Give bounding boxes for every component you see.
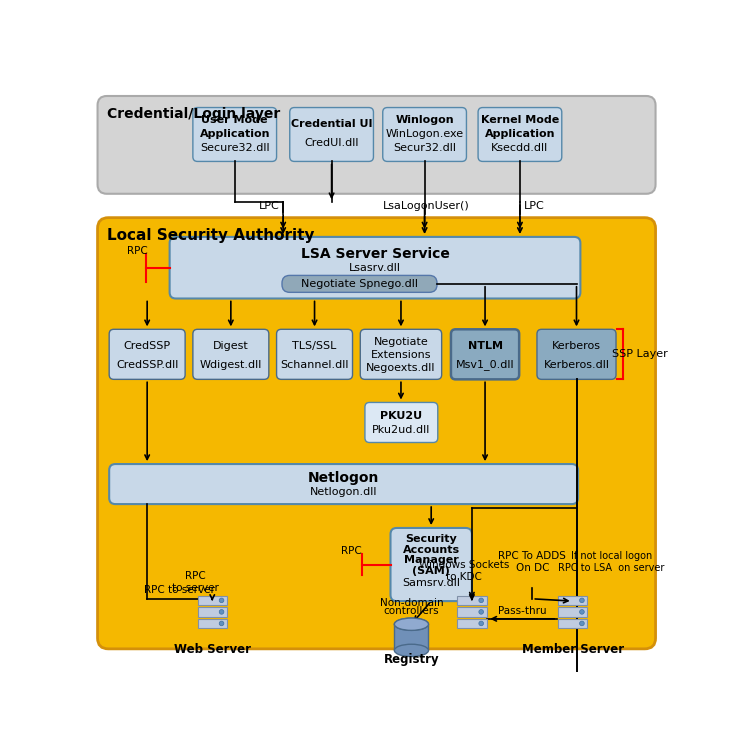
Text: RPC To ADDS
On DC: RPC To ADDS On DC xyxy=(498,551,566,572)
Circle shape xyxy=(479,621,483,626)
Text: LPC: LPC xyxy=(259,201,279,211)
Circle shape xyxy=(579,598,584,602)
Text: Negoexts.dll: Negoexts.dll xyxy=(366,363,436,373)
Text: Security: Security xyxy=(405,534,457,544)
Text: Netlogon: Netlogon xyxy=(308,471,380,485)
Text: Samsrv.dll: Samsrv.dll xyxy=(402,578,460,588)
FancyBboxPatch shape xyxy=(97,217,655,649)
Bar xyxy=(558,596,587,605)
Text: LsaLogonUser(): LsaLogonUser() xyxy=(383,201,469,211)
Text: Negotiate Spnego.dll: Negotiate Spnego.dll xyxy=(301,279,418,289)
FancyBboxPatch shape xyxy=(193,329,269,379)
FancyBboxPatch shape xyxy=(109,464,578,504)
FancyBboxPatch shape xyxy=(537,329,616,379)
Circle shape xyxy=(479,609,483,615)
Bar xyxy=(198,619,227,628)
Text: (SAM): (SAM) xyxy=(412,566,450,576)
Circle shape xyxy=(219,621,224,626)
Text: Extensions: Extensions xyxy=(371,350,431,359)
FancyBboxPatch shape xyxy=(383,107,467,162)
Text: RPC: RPC xyxy=(127,246,147,256)
Text: Windows Sockets
to KDC: Windows Sockets to KDC xyxy=(419,560,509,582)
Text: Schannel.dll: Schannel.dll xyxy=(280,359,349,370)
Text: Secur32.dll: Secur32.dll xyxy=(393,143,456,153)
Text: CredSSP.dll: CredSSP.dll xyxy=(116,359,178,370)
Ellipse shape xyxy=(394,618,428,630)
Text: If not local logon
RPC to LSA  on server: If not local logon RPC to LSA on server xyxy=(558,551,665,572)
Text: Netlogon.dll: Netlogon.dll xyxy=(310,487,377,497)
FancyBboxPatch shape xyxy=(478,107,562,162)
Text: Local Security Authority: Local Security Authority xyxy=(107,229,315,243)
FancyBboxPatch shape xyxy=(290,107,374,162)
Text: Kerberos: Kerberos xyxy=(552,341,601,351)
FancyBboxPatch shape xyxy=(97,96,655,194)
Text: Application: Application xyxy=(200,128,270,139)
Text: PKU2U: PKU2U xyxy=(380,411,422,421)
Text: Ksecdd.dll: Ksecdd.dll xyxy=(492,143,548,153)
Text: Kernel Mode: Kernel Mode xyxy=(481,115,559,125)
Text: User Mode: User Mode xyxy=(201,115,268,125)
FancyBboxPatch shape xyxy=(365,402,438,442)
Text: SSP Layer: SSP Layer xyxy=(612,350,668,359)
Text: NTLM: NTLM xyxy=(467,341,503,351)
FancyBboxPatch shape xyxy=(451,329,519,379)
Bar xyxy=(558,619,587,628)
Text: Non-domain: Non-domain xyxy=(380,598,443,608)
Bar xyxy=(198,607,227,617)
Text: Web Server: Web Server xyxy=(174,643,251,656)
Text: Winlogon: Winlogon xyxy=(395,115,454,125)
Bar xyxy=(394,624,428,650)
Text: Manager: Manager xyxy=(404,555,458,565)
Circle shape xyxy=(219,598,224,602)
Text: LPC: LPC xyxy=(523,201,544,211)
FancyBboxPatch shape xyxy=(170,237,580,298)
Text: controllers: controllers xyxy=(384,606,439,616)
FancyBboxPatch shape xyxy=(276,329,352,379)
Circle shape xyxy=(579,609,584,615)
Text: LSA Server Service: LSA Server Service xyxy=(301,247,450,260)
FancyBboxPatch shape xyxy=(193,107,276,162)
Circle shape xyxy=(479,598,483,602)
Text: RPC to server: RPC to server xyxy=(144,584,215,594)
Text: Registry: Registry xyxy=(384,653,439,666)
Ellipse shape xyxy=(394,644,428,657)
Text: CredUI.dll: CredUI.dll xyxy=(304,138,359,148)
Text: RPC
to server: RPC to server xyxy=(172,571,219,593)
Text: Member Server: Member Server xyxy=(522,643,624,656)
Text: Credential/Login layer: Credential/Login layer xyxy=(107,106,280,121)
Text: TLS/SSL: TLS/SSL xyxy=(293,341,337,351)
Ellipse shape xyxy=(394,618,428,630)
FancyBboxPatch shape xyxy=(282,276,437,292)
Bar xyxy=(457,619,486,628)
Text: Lsasrv.dll: Lsasrv.dll xyxy=(349,263,401,273)
Text: RPC: RPC xyxy=(341,546,362,556)
Text: Digest: Digest xyxy=(213,341,248,351)
Bar xyxy=(558,607,587,617)
Text: Credential UI: Credential UI xyxy=(291,119,372,129)
Text: Msv1_0.dll: Msv1_0.dll xyxy=(455,359,514,370)
Circle shape xyxy=(579,621,584,626)
FancyBboxPatch shape xyxy=(391,528,472,601)
Bar xyxy=(457,596,486,605)
Circle shape xyxy=(219,609,224,615)
FancyBboxPatch shape xyxy=(109,329,185,379)
Text: Kerberos.dll: Kerberos.dll xyxy=(543,359,609,370)
Text: Negotiate: Negotiate xyxy=(374,337,428,347)
Text: Accounts: Accounts xyxy=(402,544,460,554)
Text: Pass-thru: Pass-thru xyxy=(498,606,547,616)
Text: Application: Application xyxy=(485,128,555,139)
Bar xyxy=(198,596,227,605)
Text: Wdigest.dll: Wdigest.dll xyxy=(200,359,262,370)
Text: Pku2ud.dll: Pku2ud.dll xyxy=(372,425,430,435)
Text: Secure32.dll: Secure32.dll xyxy=(200,143,270,153)
Text: CredSSP: CredSSP xyxy=(124,341,171,351)
Text: WinLogon.exe: WinLogon.exe xyxy=(385,128,464,139)
FancyBboxPatch shape xyxy=(360,329,441,379)
Bar xyxy=(457,607,486,617)
